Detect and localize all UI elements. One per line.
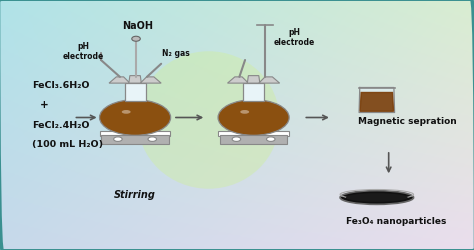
- Text: FeCl₃.6H₂O: FeCl₃.6H₂O: [32, 80, 90, 90]
- Text: pH
electrode: pH electrode: [62, 42, 104, 61]
- Polygon shape: [140, 77, 161, 83]
- Text: Magnetic sepration: Magnetic sepration: [358, 117, 457, 126]
- Ellipse shape: [122, 110, 131, 114]
- Text: (100 mL H₂O): (100 mL H₂O): [32, 140, 103, 149]
- Ellipse shape: [340, 190, 413, 204]
- FancyBboxPatch shape: [101, 135, 169, 143]
- Polygon shape: [129, 76, 141, 83]
- FancyBboxPatch shape: [100, 130, 170, 136]
- Ellipse shape: [346, 193, 408, 202]
- Text: pH
electrode: pH electrode: [273, 28, 315, 47]
- Text: Stirring: Stirring: [114, 190, 156, 200]
- Ellipse shape: [137, 51, 280, 189]
- Ellipse shape: [148, 137, 156, 141]
- Text: N₂ gas: N₂ gas: [162, 49, 189, 58]
- Polygon shape: [247, 76, 260, 83]
- Text: +: +: [40, 100, 49, 110]
- Text: Fe₃O₄ nanoparticles: Fe₃O₄ nanoparticles: [346, 217, 446, 226]
- Polygon shape: [125, 83, 146, 100]
- Polygon shape: [359, 88, 394, 112]
- Text: FeCl₂.4H₂O: FeCl₂.4H₂O: [32, 120, 90, 130]
- Text: NaOH: NaOH: [122, 21, 153, 31]
- Ellipse shape: [100, 100, 171, 135]
- FancyBboxPatch shape: [218, 130, 289, 136]
- Ellipse shape: [266, 137, 275, 141]
- Ellipse shape: [232, 137, 241, 141]
- Polygon shape: [360, 92, 393, 111]
- Ellipse shape: [218, 100, 289, 135]
- Polygon shape: [109, 77, 130, 83]
- Polygon shape: [228, 77, 248, 83]
- Ellipse shape: [240, 110, 249, 114]
- Polygon shape: [259, 77, 280, 83]
- Ellipse shape: [114, 137, 122, 141]
- FancyBboxPatch shape: [220, 135, 287, 143]
- Polygon shape: [243, 83, 264, 100]
- Ellipse shape: [132, 36, 140, 41]
